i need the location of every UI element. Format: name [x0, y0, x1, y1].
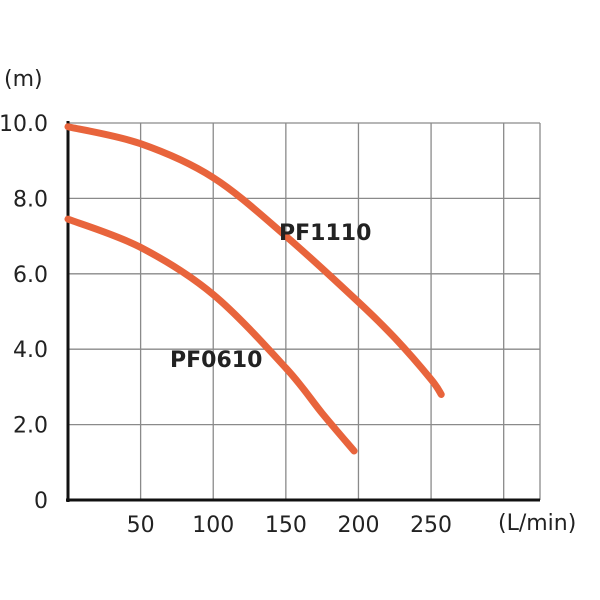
- x-tick-label-250: 250: [410, 513, 452, 538]
- series-lines: [64, 123, 445, 455]
- series-line-pf0610: [64, 215, 358, 455]
- y-tick-label-2: 2.0: [13, 414, 48, 439]
- x-axis-unit: (L/min): [498, 511, 576, 536]
- x-tick-label-50: 50: [127, 513, 155, 538]
- x-tick-label-200: 200: [337, 513, 379, 538]
- tick-labels: 50 100 150 200 250 0 2.0 4.0 6.0 8.0 10.0: [0, 112, 452, 538]
- y-tick-label-8: 8.0: [13, 187, 48, 212]
- grid: [68, 122, 541, 500]
- x-tick-label-150: 150: [265, 513, 307, 538]
- y-tick-label-10: 10.0: [0, 112, 48, 137]
- series-label-pf1110: PF1110: [279, 221, 371, 246]
- x-tick-label-100: 100: [192, 513, 234, 538]
- y-tick-label-4: 4.0: [13, 338, 48, 363]
- y-tick-label-6: 6.0: [13, 263, 48, 288]
- y-axis-unit: (m): [4, 67, 43, 92]
- axes: [66, 121, 540, 502]
- y-tick-label-0: 0: [34, 489, 48, 514]
- series-label-pf0610: PF0610: [170, 348, 262, 373]
- series-line-pf1110: [64, 123, 445, 398]
